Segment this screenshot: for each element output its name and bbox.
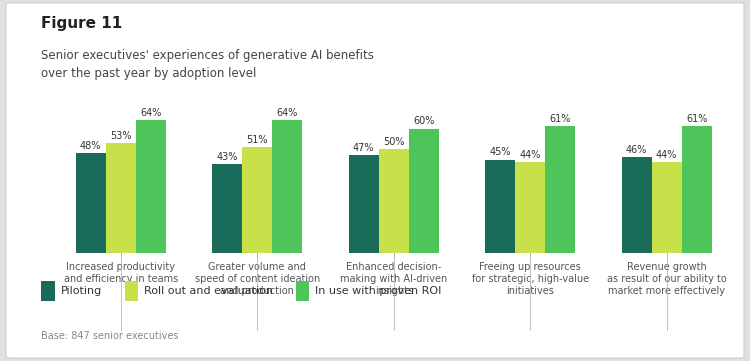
Text: 61%: 61% (550, 114, 571, 125)
Bar (106, 143, 136, 253)
Bar (272, 120, 302, 253)
Bar (349, 156, 379, 253)
Bar (682, 126, 712, 253)
Bar (485, 160, 515, 253)
Bar (379, 149, 409, 253)
Text: 51%: 51% (247, 135, 268, 145)
Text: 46%: 46% (626, 145, 647, 156)
Text: Senior executives' experiences of generative AI benefits
over the past year by a: Senior executives' experiences of genera… (41, 49, 374, 80)
Text: 53%: 53% (110, 131, 131, 141)
Text: 43%: 43% (217, 152, 238, 162)
Bar (622, 157, 652, 253)
Text: 45%: 45% (490, 148, 511, 157)
Text: 48%: 48% (80, 141, 101, 151)
Bar (652, 162, 682, 253)
Bar (409, 129, 439, 253)
Text: Piloting: Piloting (61, 286, 102, 296)
Text: 60%: 60% (413, 117, 434, 126)
Bar (515, 162, 545, 253)
Text: 50%: 50% (383, 137, 404, 147)
Text: 44%: 44% (656, 149, 677, 160)
Bar (242, 147, 272, 253)
Text: Figure 11: Figure 11 (41, 16, 122, 31)
Bar (212, 164, 242, 253)
Text: 44%: 44% (520, 149, 541, 160)
Bar (76, 153, 106, 253)
Text: Roll out and evaluation: Roll out and evaluation (144, 286, 273, 296)
Text: 64%: 64% (140, 108, 161, 118)
Bar (136, 120, 166, 253)
Text: 47%: 47% (353, 143, 374, 153)
Text: In use with proven ROI: In use with proven ROI (315, 286, 441, 296)
Text: 61%: 61% (686, 114, 707, 125)
Text: 64%: 64% (277, 108, 298, 118)
Bar (545, 126, 575, 253)
Text: Base: 847 senior executives: Base: 847 senior executives (41, 331, 178, 341)
